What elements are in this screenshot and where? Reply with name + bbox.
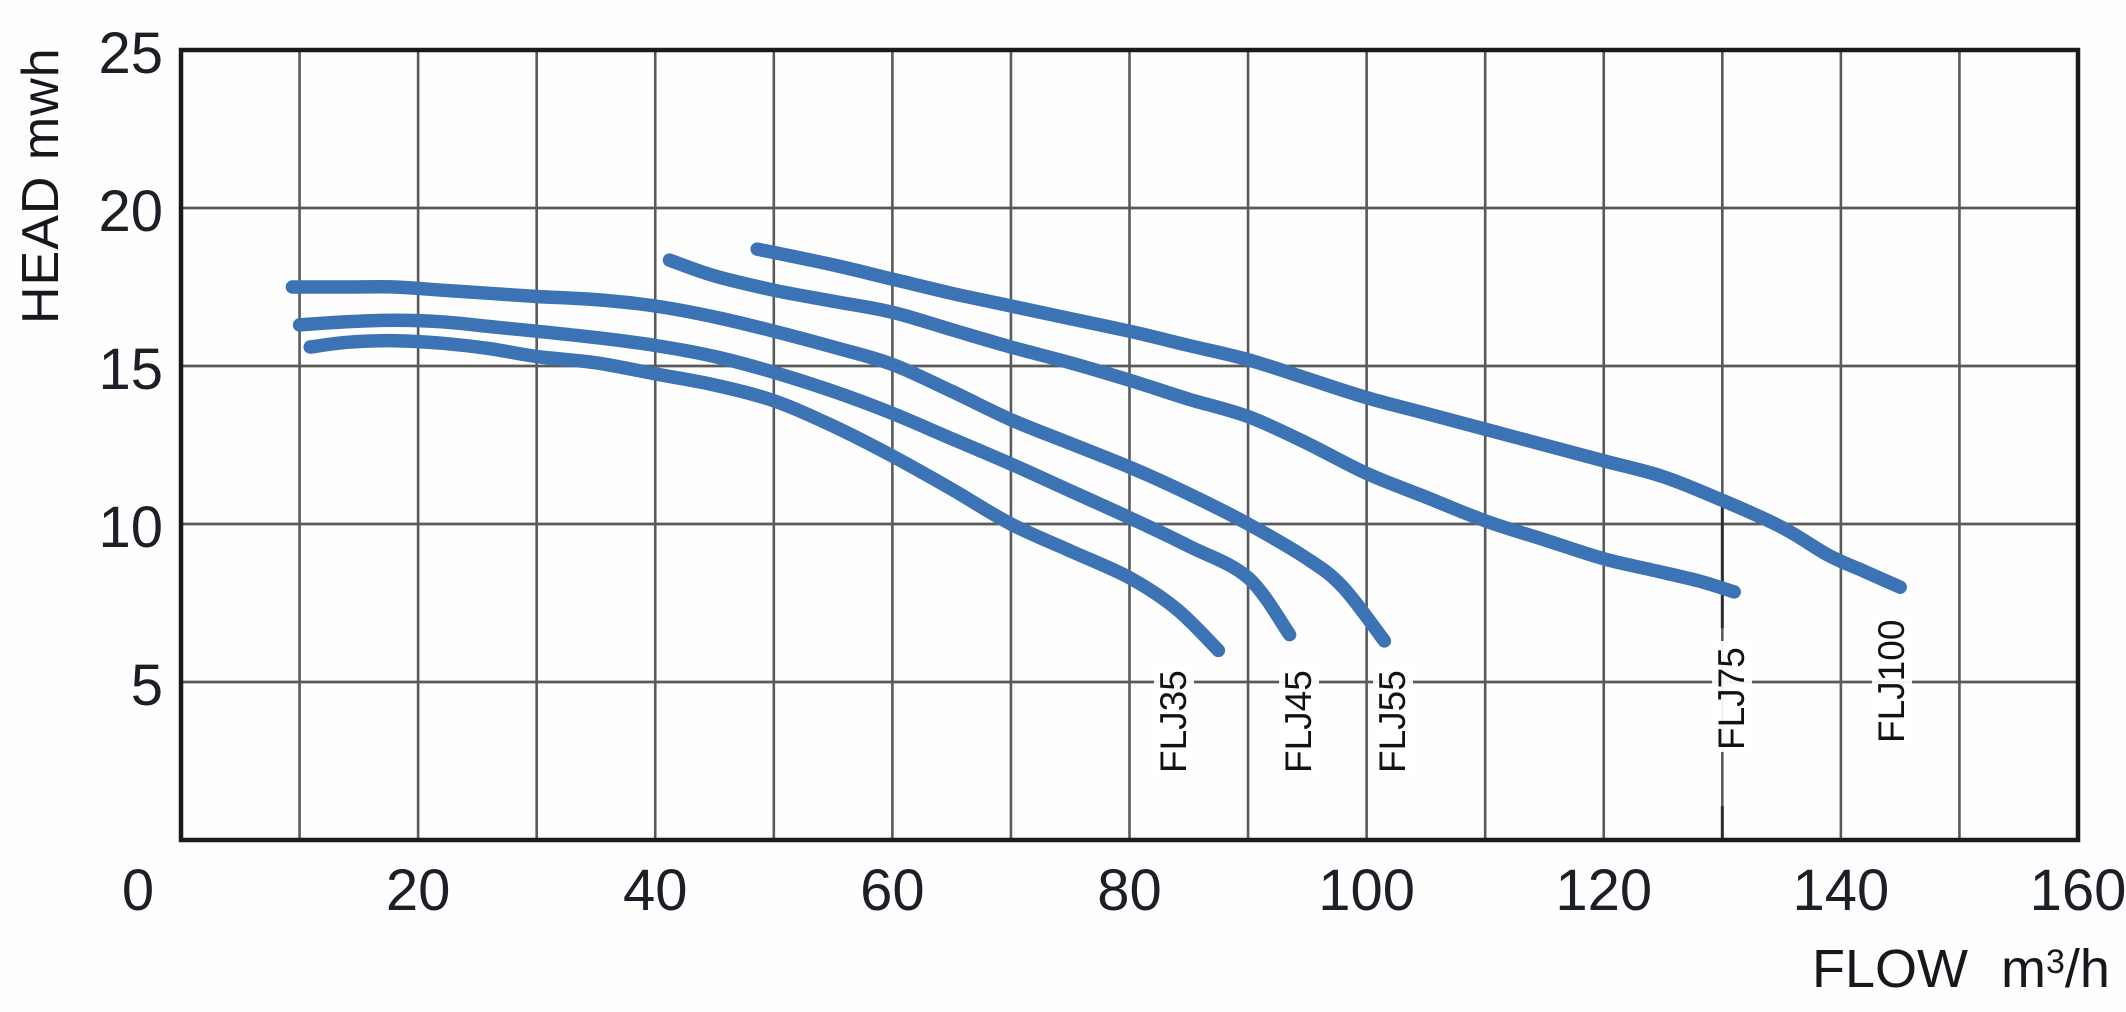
pump-curve-FLJ45 bbox=[292, 313, 1297, 642]
x-tick-label: 20 bbox=[385, 858, 451, 923]
x-tick-label: 0 bbox=[121, 858, 155, 923]
curve-label-FLJ45: FLJ45 bbox=[1278, 664, 1320, 776]
y-tick-label: 25 bbox=[98, 21, 163, 86]
x-tick-label: 100 bbox=[1318, 858, 1416, 923]
curve-label-FLJ35: FLJ35 bbox=[1153, 664, 1194, 776]
x-tick-label: 140 bbox=[1792, 858, 1890, 923]
x-tick-label: 80 bbox=[1097, 858, 1162, 923]
x-tick-label: 160 bbox=[2029, 858, 2126, 923]
superscript-3: 3 bbox=[2045, 943, 2065, 981]
curve-label-FLJ100: FLJ100 bbox=[1871, 613, 1913, 746]
pump-curve-FLJ35 bbox=[303, 333, 1226, 658]
x-axis-title: FLOW m3/h bbox=[1812, 939, 2110, 999]
y-tick-label: 5 bbox=[130, 653, 163, 718]
x-tick-label: 120 bbox=[1555, 858, 1653, 923]
pump-curve-FLJ100 bbox=[750, 242, 1907, 594]
curve-label-FLJ55: FLJ55 bbox=[1372, 664, 1413, 776]
y-tick-label: 20 bbox=[98, 179, 163, 244]
y-tick-label: 15 bbox=[98, 337, 163, 402]
x-tick-label: 60 bbox=[860, 858, 925, 923]
curve-label-FLJ75: FLJ75 bbox=[1711, 640, 1752, 752]
pump-curve-FLJ55 bbox=[285, 280, 1392, 648]
plot-border bbox=[178, 47, 2081, 843]
x-tick-label: 40 bbox=[622, 858, 688, 923]
pump-curve-FLJ75 bbox=[662, 253, 1741, 599]
y-tick-label: 10 bbox=[98, 495, 163, 560]
